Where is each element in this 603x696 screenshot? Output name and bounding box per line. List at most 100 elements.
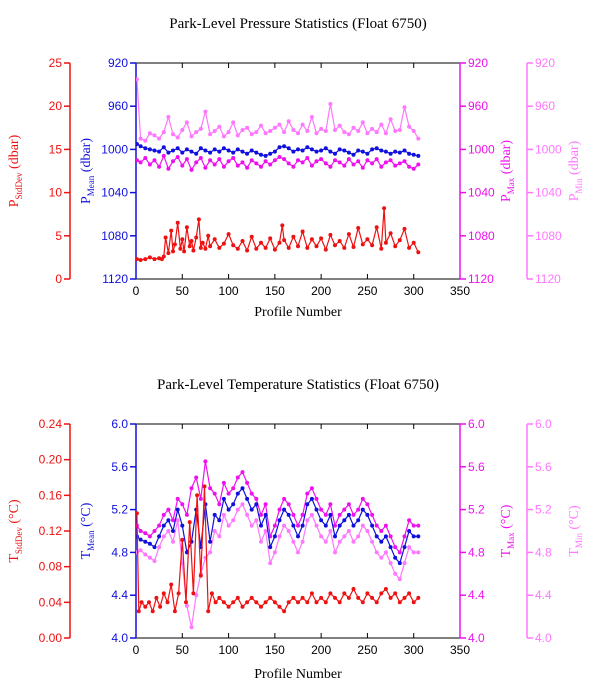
stddev-point — [411, 600, 416, 605]
stddev-point — [383, 240, 388, 245]
max-point — [356, 507, 361, 512]
min-point — [411, 550, 416, 555]
mean-point — [282, 144, 287, 149]
stddev-point — [333, 243, 337, 248]
max-point — [393, 545, 398, 550]
mean-point — [226, 507, 231, 512]
mean-point — [397, 561, 402, 566]
mean-point — [217, 149, 222, 154]
stddev-series-line — [136, 208, 419, 261]
max-point — [282, 157, 287, 162]
mean-point — [309, 147, 314, 152]
stddev-point — [212, 237, 217, 242]
min-point — [189, 625, 194, 630]
min-point — [383, 131, 388, 136]
max-point — [175, 496, 180, 501]
mean-point — [277, 145, 282, 150]
min-point — [254, 130, 259, 135]
min-point — [416, 136, 421, 141]
stddev-point — [249, 234, 254, 239]
stddev-point — [163, 235, 168, 240]
stddev-point — [337, 239, 342, 243]
stddev-tick-label: 20 — [49, 99, 63, 113]
stddev-point — [254, 246, 259, 251]
max-point — [286, 502, 291, 507]
max-point — [328, 502, 333, 507]
mean-point — [282, 507, 287, 512]
mean-tick-label: 4.4 — [111, 588, 128, 602]
min-point — [319, 126, 324, 131]
mean-point — [166, 150, 171, 155]
min-point — [296, 550, 300, 555]
stddev-point — [209, 591, 214, 596]
stddev-point — [393, 244, 398, 249]
min-point — [374, 130, 379, 135]
min-point — [282, 130, 287, 135]
max-point — [296, 523, 300, 528]
max-point — [272, 523, 277, 528]
temperature-panel: Park-Level Temperature Statistics (Float… — [7, 377, 584, 682]
mean-point — [365, 512, 370, 517]
stddev-point — [319, 236, 324, 241]
max-point — [291, 164, 296, 169]
min-point — [175, 518, 180, 523]
stddev-point — [147, 255, 152, 260]
stddev-point — [203, 246, 208, 251]
min-point — [314, 523, 319, 528]
stddev-point — [194, 235, 199, 240]
max-point — [282, 496, 287, 501]
min-point — [305, 129, 310, 133]
min-point — [305, 518, 310, 523]
mean-point — [314, 149, 319, 154]
stddev-point — [286, 245, 291, 250]
stddev-point — [291, 595, 296, 600]
stddev-point — [198, 573, 203, 578]
stddev-point — [175, 220, 180, 225]
stddev-tick-label: 25 — [49, 56, 63, 70]
max-point — [416, 162, 421, 167]
mean-point — [231, 502, 236, 507]
mean-point — [268, 151, 273, 156]
stddev-point — [187, 244, 192, 249]
max-point — [277, 155, 282, 159]
stddev-point — [356, 595, 361, 600]
max-point — [402, 534, 407, 539]
mean-point — [226, 148, 231, 153]
stddev-point — [416, 595, 421, 600]
mean-point — [411, 534, 416, 539]
stddev-point — [383, 587, 388, 591]
max-point — [374, 157, 379, 162]
mean-point — [184, 147, 189, 152]
min-point — [171, 539, 175, 544]
min-point — [268, 129, 273, 133]
min-point — [337, 123, 342, 128]
stddev-point — [226, 604, 231, 609]
max-point — [198, 156, 203, 160]
min-point — [282, 523, 287, 528]
max-point — [300, 160, 305, 165]
max-point — [309, 163, 314, 168]
max-point — [136, 158, 139, 163]
min-tick-label: 960 — [535, 99, 555, 113]
mean-point — [296, 534, 300, 539]
min-point — [194, 130, 199, 135]
stddev-point — [217, 595, 222, 600]
mean-point — [360, 507, 365, 512]
mean-tick-label: 1000 — [101, 142, 128, 156]
mean-point — [416, 534, 421, 539]
max-point — [383, 523, 388, 528]
stddev-tick-label: 15 — [49, 142, 63, 156]
max-axis-label: TMax (°C) — [499, 504, 516, 557]
max-point — [231, 156, 236, 160]
stddev-point — [231, 243, 236, 248]
min-tick-label: 1040 — [535, 186, 562, 200]
max-point — [231, 486, 236, 491]
stddev-point — [154, 595, 159, 600]
min-point — [393, 129, 398, 133]
stddev-point — [300, 595, 305, 600]
stddev-point — [296, 600, 300, 605]
mean-point — [356, 518, 361, 523]
min-tick-label: 920 — [535, 56, 555, 70]
chart-title: Park-Level Temperature Statistics (Float… — [157, 377, 439, 393]
stddev-point — [195, 493, 200, 498]
